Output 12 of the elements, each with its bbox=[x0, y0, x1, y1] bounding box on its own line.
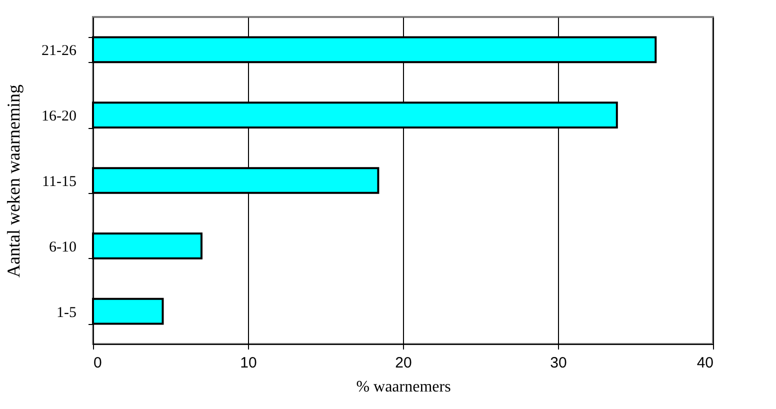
y-tick-label: 11-15 bbox=[42, 174, 76, 190]
x-axis-title: % waarnemers bbox=[356, 378, 451, 396]
x-tick-label: 0 bbox=[94, 354, 102, 372]
y-tick-label: 1-5 bbox=[56, 304, 76, 321]
y-tick-label: 16-20 bbox=[42, 108, 76, 125]
x-tick-label: 20 bbox=[395, 354, 412, 372]
x-tick-label: 40 bbox=[696, 354, 714, 372]
y-tick-label: 21-26 bbox=[42, 43, 77, 60]
y-axis-title: Aantal weken waarneming bbox=[4, 84, 24, 278]
x-tick-label: 10 bbox=[240, 354, 257, 372]
x-tick-label: 30 bbox=[550, 354, 567, 372]
y-tick-label: 6-10 bbox=[49, 239, 76, 256]
